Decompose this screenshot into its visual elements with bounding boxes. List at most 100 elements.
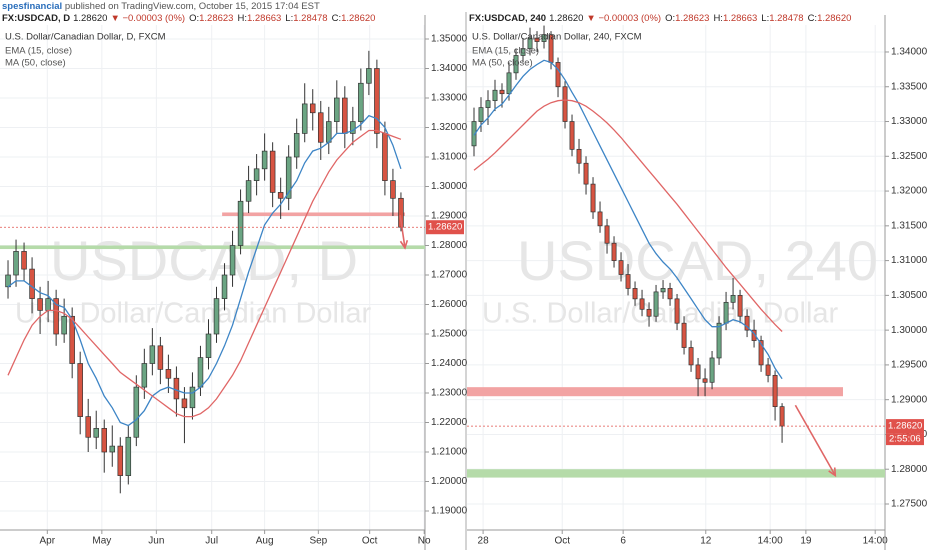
candle-body — [625, 274, 631, 289]
header-item: 1.28478 — [293, 13, 327, 24]
y-tick-label: 1.33000 — [431, 93, 468, 104]
x-tick-label: May — [92, 536, 111, 547]
candle-body — [618, 260, 624, 275]
y-tick-label: 1.28000 — [431, 240, 468, 251]
header-item: FX:USDCAD, D — [2, 13, 70, 24]
header-item: H: — [237, 13, 247, 24]
candle-body — [779, 406, 785, 427]
candle-body — [527, 37, 533, 49]
x-tick-label: 28 — [478, 536, 490, 547]
candle-body — [229, 245, 236, 276]
last-price-label: 1.28620 — [888, 421, 922, 432]
header-item: 1.28663 — [247, 13, 281, 24]
watermark: USDCAD, 240 — [517, 229, 878, 292]
candle-body — [730, 295, 736, 303]
header-item: C: — [332, 13, 342, 24]
x-tick-label: Apr — [40, 536, 56, 547]
candle-body — [478, 107, 484, 122]
candle-body — [513, 55, 519, 74]
candle-body — [492, 89, 498, 102]
x-tick-label: Jun — [148, 536, 164, 547]
candle-body — [269, 150, 276, 193]
level-band — [222, 212, 405, 217]
last-price-box — [426, 220, 464, 235]
candle-body — [109, 445, 116, 453]
candle-body — [261, 150, 268, 170]
chart-panel: 1.19000 1.20000 1.21000 1.22000 1.23000 1.240… — [0, 13, 468, 550]
header-item: 1.28620 — [73, 13, 107, 24]
candle-body — [61, 315, 67, 335]
symbol-header: FX:USDCAD, D 1.28620 ▼ −0.00003 (0%) O:1.28… — [2, 13, 375, 24]
candle-body — [237, 200, 244, 246]
header-item: 1.28620 — [341, 13, 375, 24]
candle-body — [390, 180, 396, 199]
y-tick-label: 1.33000 — [891, 116, 928, 127]
candle-body — [301, 103, 308, 134]
candle-body — [13, 251, 19, 276]
y-tick-label: 1.30000 — [431, 181, 468, 192]
candle-body — [506, 72, 512, 95]
header-item: O: — [189, 13, 199, 24]
candle-body — [29, 268, 35, 299]
published: published on TradingView.com, October 15… — [65, 1, 320, 12]
x-tick-label: 19 — [800, 536, 812, 547]
candle-body — [125, 436, 132, 476]
candle-body — [590, 183, 596, 213]
candle-body — [334, 97, 340, 122]
candle-body — [53, 298, 59, 335]
candle-body — [744, 315, 750, 331]
y-tick-label: 1.32000 — [891, 186, 928, 197]
candle-body — [317, 112, 324, 143]
y-tick-label: 1.31000 — [431, 152, 468, 163]
x-tick-label: Oct — [554, 536, 570, 547]
author[interactable]: spesfinancial — [2, 1, 62, 12]
last-price-box — [886, 419, 924, 434]
candle-body — [758, 340, 764, 366]
candle-body — [69, 315, 75, 364]
candle-body — [141, 363, 148, 388]
candle-body — [309, 103, 316, 114]
candle-body — [21, 251, 27, 270]
symbol-header: FX:USDCAD, 240 1.28620 ▼ −0.00003 (0%) O:1.… — [469, 13, 851, 24]
indicator-line — [473, 59, 783, 380]
candle-body — [45, 298, 51, 311]
header-item: H: — [713, 13, 723, 24]
watermark: USDCAD, D — [50, 229, 358, 292]
header-item: C: — [808, 13, 818, 24]
y-tick-label: 1.34000 — [431, 63, 468, 74]
countdown-box — [886, 433, 924, 446]
candle-body — [562, 86, 568, 122]
candle-body — [157, 345, 164, 370]
y-tick-label: 1.27500 — [891, 499, 928, 510]
candle-body — [350, 121, 356, 134]
header-item: 1.28478 — [769, 13, 803, 24]
y-tick-label: 1.31500 — [891, 220, 928, 231]
candle-body — [653, 291, 659, 317]
candle-body — [37, 298, 43, 311]
y-tick-label: 1.23000 — [431, 388, 468, 399]
candle-body — [149, 345, 156, 364]
y-tick-label: 1.29000 — [891, 394, 928, 405]
watermark-sub: U.S. Dollar/Canadian Dollar — [482, 298, 839, 330]
header-item: L: — [285, 13, 293, 24]
candle-body — [772, 374, 778, 407]
header-item: 1.28620 — [549, 13, 583, 24]
candle-body — [576, 148, 582, 164]
x-tick-label: Sep — [309, 536, 327, 547]
y-tick-label: 1.30500 — [891, 290, 928, 301]
candle-body — [326, 121, 332, 143]
candle-body — [569, 121, 575, 150]
candle-body — [213, 298, 220, 335]
y-tick-label: 1.29500 — [891, 360, 928, 371]
candle-body — [737, 295, 743, 317]
y-tick-label: 1.35000 — [431, 34, 468, 45]
x-tick-label: 14:00 — [863, 536, 888, 547]
legend-title: U.S. Dollar/Canadian Dollar, 240, FXCM — [472, 32, 642, 43]
candle-body — [583, 162, 589, 185]
legend-entry: MA (50, close) — [5, 58, 66, 69]
candle-body — [674, 298, 680, 324]
y-tick-label: 1.28000 — [891, 464, 928, 475]
candle-body — [277, 192, 284, 199]
page-credit: spesfinancial published on TradingView.c… — [2, 1, 320, 12]
